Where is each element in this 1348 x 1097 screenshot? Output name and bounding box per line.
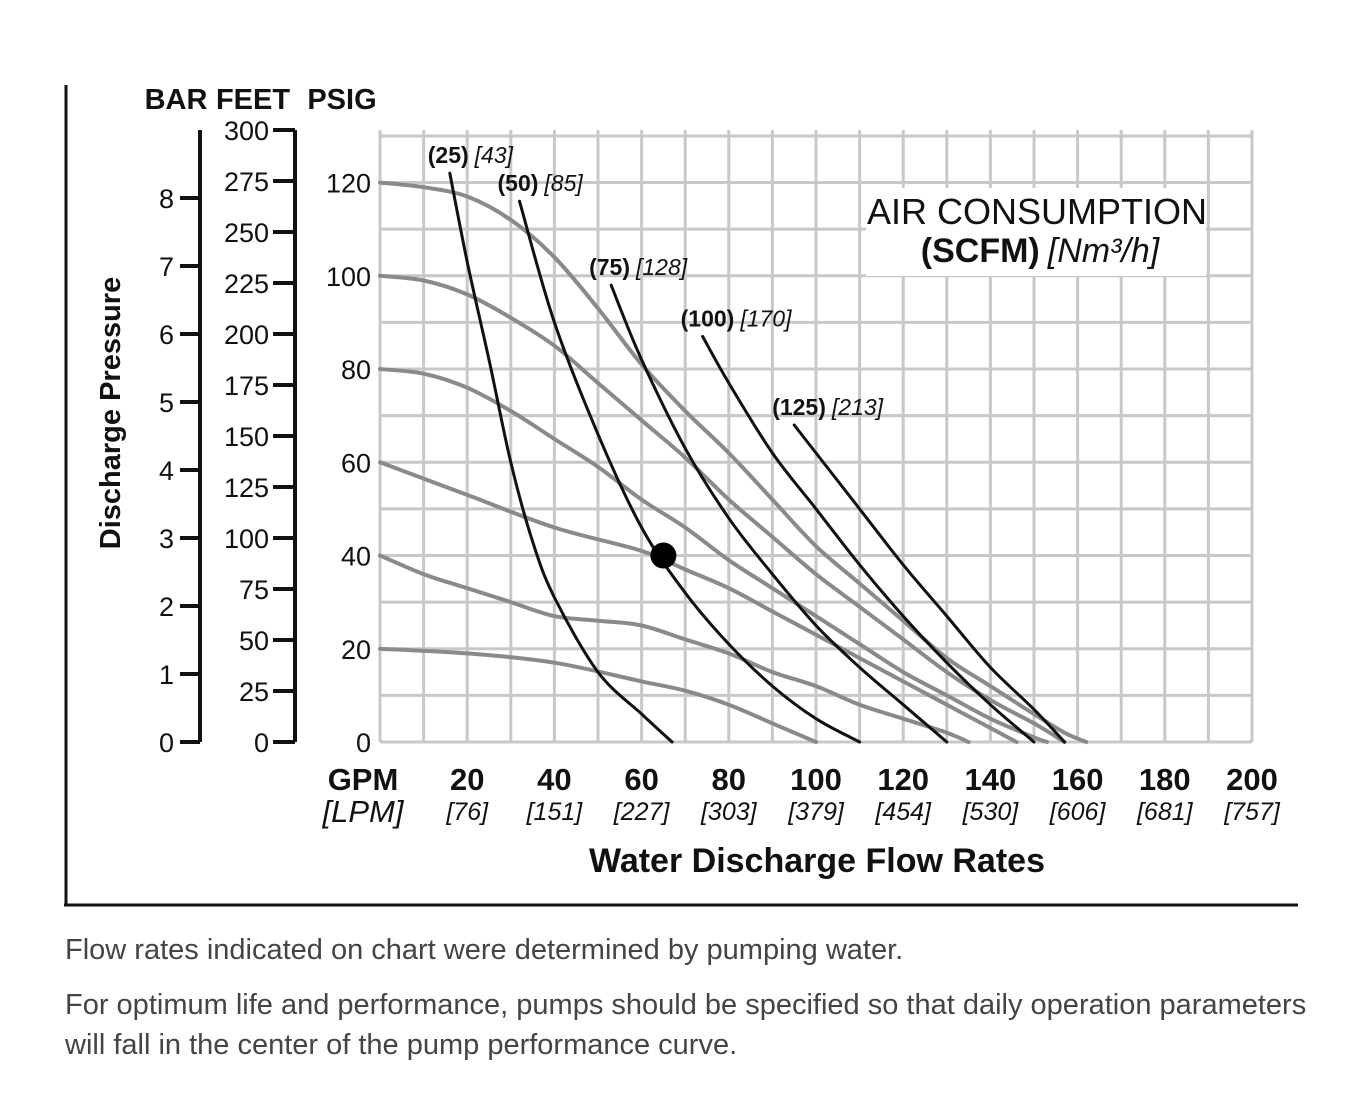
psig-tick-label: 120 <box>326 169 371 199</box>
lpm-tick-label: [757] <box>1223 798 1281 826</box>
gpm-tick-label: 120 <box>877 762 929 797</box>
air-curve-label: (50) [85] <box>498 170 584 196</box>
note-optimum-life: For optimum life and performance, pumps … <box>65 989 1307 1061</box>
bar-tick-label: 4 <box>159 456 174 486</box>
bar-tick-label: 5 <box>159 388 174 418</box>
feet-tick-label: 250 <box>224 218 269 248</box>
bar-tick-label: 8 <box>159 184 174 214</box>
pump-performance-chart: (25) [43] (50) [85] (75) [128] (100) [170] (125)… <box>64 84 1298 907</box>
air-consumption-units-italic: [Nm³/h] <box>1047 232 1161 270</box>
note-flow-rates: Flow rates indicated on chart were deter… <box>65 934 904 966</box>
bar-unit-label: BAR <box>145 84 208 116</box>
air-consumption-curves <box>448 171 1066 744</box>
gpm-tick-label: 100 <box>790 762 842 797</box>
bar-tick-label: 0 <box>159 728 174 758</box>
lpm-tick-label: [681] <box>1136 798 1194 826</box>
air-consumption-curve <box>448 171 674 744</box>
gpm-unit-label: GPM <box>328 762 399 797</box>
air-curve-label: (100) [170] <box>681 305 792 331</box>
air-pressure-curve <box>378 553 971 744</box>
psig-tick-label: 0 <box>356 728 371 758</box>
air-consumption-units: (SCFM) [Nm³/h] <box>921 232 1161 270</box>
gpm-tick-label: 80 <box>712 762 746 797</box>
feet-tick-label: 25 <box>239 677 269 707</box>
air-consumption-legend-bg <box>866 188 1206 276</box>
y-axis-title: Discharge Pressure <box>95 277 127 549</box>
gpm-tick-label: 180 <box>1139 762 1191 797</box>
air-curve-label: (125) [213] <box>772 394 883 420</box>
feet-tick-label: 275 <box>224 167 269 197</box>
air-curve-label-bold: (75) <box>589 254 630 280</box>
axes <box>64 85 1298 907</box>
air-consumption-units-bold: (SCFM) <box>921 232 1040 270</box>
air-curve-label-italic: [85] <box>543 170 583 196</box>
feet-tick-label: 125 <box>224 473 269 503</box>
air-consumption-curve <box>609 283 949 744</box>
bar-tick-label: 7 <box>159 252 174 282</box>
grid <box>378 130 1254 744</box>
air-curve-label: (75) [128] <box>589 254 688 280</box>
feet-tick-label: 150 <box>224 422 269 452</box>
bar-tick-label: 3 <box>159 524 174 554</box>
air-consumption-curve <box>792 423 1066 744</box>
feet-tick-label: 225 <box>224 269 269 299</box>
air-curve-label-italic: [43] <box>474 142 514 168</box>
air-curve-label-italic: [170] <box>739 305 792 331</box>
lpm-unit-label: [LPM] <box>322 794 405 829</box>
feet-tick-label: 200 <box>224 320 269 350</box>
psig-tick-label: 100 <box>326 262 371 292</box>
feet-tick-label: 0 <box>254 728 269 758</box>
bar-tick-label: 2 <box>159 592 174 622</box>
feet-tick-label: 50 <box>239 626 269 656</box>
feet-tick-label: 300 <box>224 116 269 146</box>
feet-tick-label: 175 <box>224 371 269 401</box>
gpm-tick-label: 160 <box>1052 762 1104 797</box>
air-pressure-curve <box>378 460 1019 744</box>
chart-svg: (25) [43](50) [85] (75) [128] (100) [170] (125)… <box>64 84 1298 907</box>
air-pressure-curve <box>378 273 1067 744</box>
psig-tick-label: 20 <box>341 635 371 665</box>
air-consumption-curve <box>701 334 1036 744</box>
gpm-tick-label: 20 <box>450 762 484 797</box>
psig-unit-label: PSIG <box>307 84 376 116</box>
air-consumption-curve <box>518 199 862 744</box>
lpm-tick-label: [151] <box>526 798 584 826</box>
feet-tick-label: 75 <box>239 575 269 605</box>
air-pressure-curve <box>378 180 1089 744</box>
air-curve-label: (25) [43] <box>428 142 514 168</box>
psig-tick-label: 60 <box>341 448 371 478</box>
psig-tick-label: 80 <box>341 355 371 385</box>
air-curve-label-bold: (125) <box>772 394 826 420</box>
gpm-tick-label: 60 <box>624 762 658 797</box>
lpm-tick-label: [606] <box>1049 798 1107 826</box>
air-curve-label-bold: (100) <box>681 305 735 331</box>
air-curve-label-italic: [128] <box>635 254 688 280</box>
lpm-tick-label: [227] <box>613 798 671 826</box>
air-curve-label-bold: (50) <box>498 170 539 196</box>
gpm-tick-label: 140 <box>965 762 1017 797</box>
feet-tick-label: 100 <box>224 524 269 554</box>
x-axis-title: Water Discharge Flow Rates <box>589 842 1045 880</box>
air-consumption-title: AIR CONSUMPTION <box>867 191 1207 232</box>
air-curve-label-italic: [213] <box>831 394 884 420</box>
bar-tick-label: 1 <box>159 660 174 690</box>
labels: (25) [43](50) [85] (75) [128] (100) [170] (125)… <box>95 84 1281 880</box>
feet-unit-label: FEET <box>216 84 290 116</box>
lpm-tick-label: [530] <box>962 798 1020 826</box>
operating-point <box>650 542 677 569</box>
lpm-tick-label: [379] <box>787 798 845 826</box>
operating-point-marker <box>650 542 677 569</box>
lpm-tick-label: [76] <box>445 798 489 826</box>
gpm-tick-label: 40 <box>537 762 571 797</box>
lpm-tick-label: [303] <box>700 798 758 826</box>
gpm-tick-label: 200 <box>1226 762 1278 797</box>
air-curve-label-bold: (25) <box>428 142 469 168</box>
bar-tick-label: 6 <box>159 320 174 350</box>
air-pressure-curve <box>378 646 818 744</box>
psig-tick-label: 40 <box>341 542 371 572</box>
lpm-tick-label: [454] <box>874 798 932 826</box>
